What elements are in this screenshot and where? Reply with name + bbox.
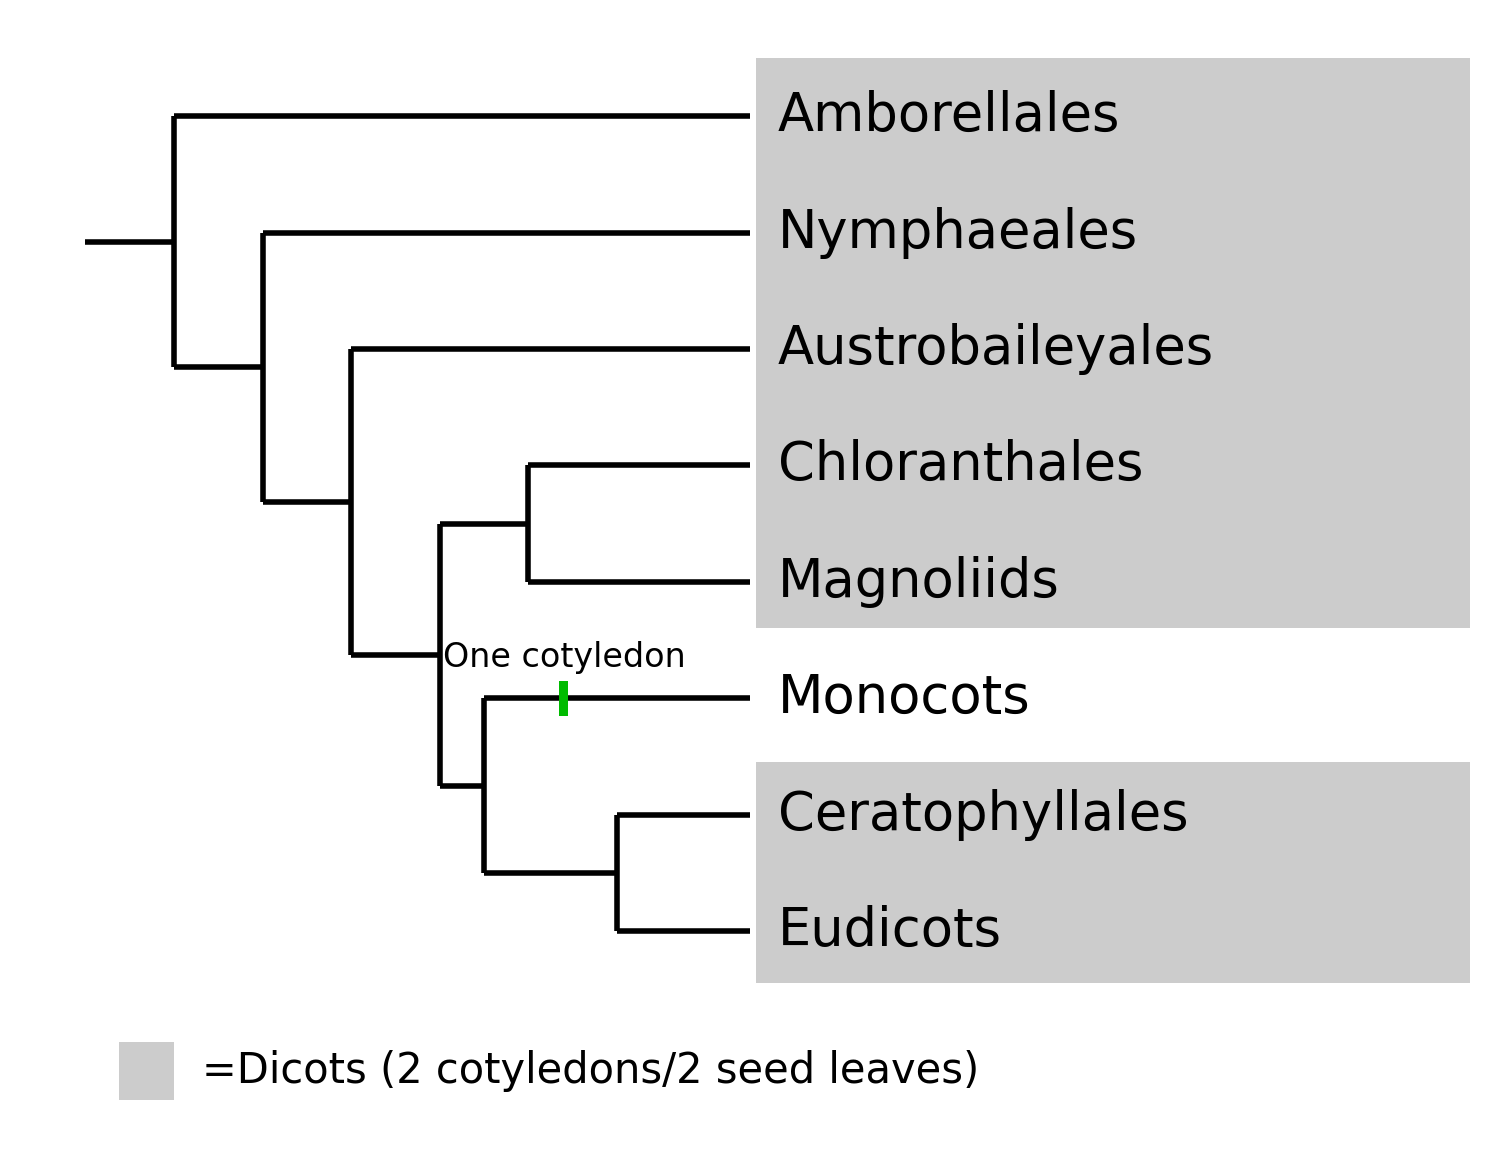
Text: Nymphaeales: Nymphaeales	[777, 206, 1138, 258]
Text: One cotyledon: One cotyledon	[442, 641, 686, 674]
Text: Austrobaileyales: Austrobaileyales	[777, 323, 1214, 376]
Text: Monocots: Monocots	[777, 673, 1030, 725]
Text: Ceratophyllales: Ceratophyllales	[777, 789, 1188, 841]
Text: Eudicots: Eudicots	[777, 905, 1002, 957]
Text: Chloranthales: Chloranthales	[777, 439, 1143, 492]
Text: Magnoliids: Magnoliids	[777, 555, 1059, 608]
Bar	[560, 681, 568, 715]
Bar	[756, 58, 1470, 628]
Text: =Dicots (2 cotyledons/2 seed leaves): =Dicots (2 cotyledons/2 seed leaves)	[201, 1049, 980, 1092]
Bar	[118, 1041, 174, 1100]
Bar	[756, 763, 1470, 984]
Text: Amborellales: Amborellales	[777, 90, 1120, 142]
